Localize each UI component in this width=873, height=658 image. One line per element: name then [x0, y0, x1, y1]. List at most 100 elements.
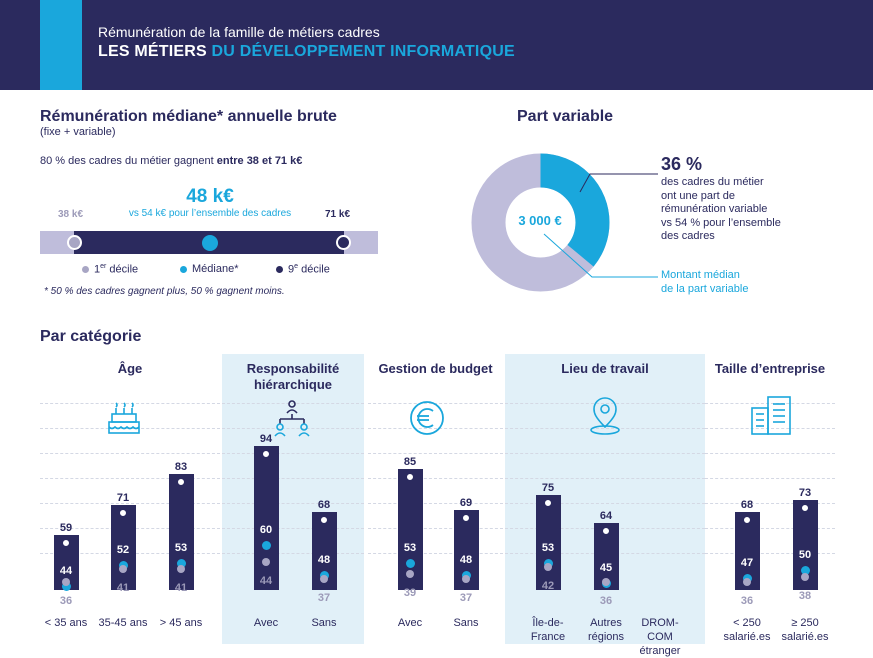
category-x-label-line: Île-de- [532, 617, 564, 629]
ninth-decile-marker [336, 235, 351, 250]
bar-high-dot [406, 473, 414, 482]
legend-d9-text: décile [298, 263, 330, 276]
bar-high-label: 69 [459, 496, 473, 509]
grid-line [222, 553, 364, 554]
category-x-label-line: ≥ 250 [791, 617, 819, 629]
category-x-label: DROM-COM étranger [630, 616, 690, 658]
leader-percent [579, 173, 658, 193]
category-bar [111, 504, 136, 590]
legend-first-decile: 1er décile [82, 263, 138, 276]
bar-median-label: 44 [59, 564, 73, 577]
bar-high-label: 68 [317, 499, 331, 512]
grid-line [505, 453, 705, 454]
legend-ninth-decile: 9e décile [276, 263, 330, 276]
grid-line [222, 528, 364, 529]
header-accent [40, 0, 82, 90]
bar-low-dot [406, 570, 414, 579]
category-x-label-line: DROM-COM [641, 617, 679, 643]
bar-median-label: 52 [116, 544, 130, 557]
bar-low-dot [602, 578, 610, 586]
bar-low-dot [544, 562, 552, 571]
grid-line [40, 503, 220, 504]
footnote: * 50 % des cadres gagnent plus, 50 % gag… [44, 286, 285, 297]
variable-description: des cadres du métier ont une part de rém… [661, 176, 781, 244]
category-x-label-line: > 45 ans [159, 617, 203, 629]
grid-line [505, 403, 705, 404]
category-x-label: > 45 ans [151, 616, 211, 630]
category-x-label-line: Sans [311, 617, 337, 629]
bar-high-label: 94 [259, 433, 273, 446]
donut-center-value: 3 000 € [518, 213, 562, 228]
grid-line [222, 478, 364, 479]
remuneration-subtitle: (fixe + variable) [40, 126, 116, 138]
grid-line [40, 453, 220, 454]
category-x-label-line: salarié.es [723, 631, 771, 643]
category-x-label-line: Autres [590, 617, 622, 629]
group-title-responsabilite: Responsabilité hiérarchique [222, 361, 364, 393]
grid-line [222, 403, 364, 404]
bar-high-label: 73 [798, 486, 812, 499]
grid-line [705, 403, 835, 404]
legend-dot-navy [276, 266, 283, 274]
category-x-label-line: 35-45 ans [98, 617, 148, 629]
high-value: 71 k€ [325, 209, 351, 220]
median-variable-label: Montant médian de la part variable [661, 268, 748, 296]
bar-high-label: 75 [541, 481, 555, 494]
legend-d1-text: décile [106, 263, 139, 276]
group-title-age: Âge [117, 361, 143, 376]
first-decile-marker [67, 235, 82, 250]
category-x-label: Avec [380, 616, 440, 630]
bar-low-dot [801, 572, 809, 581]
grid-line [368, 553, 503, 554]
hierarchy-icon [274, 400, 310, 437]
desc-line-4: vs 54 % pour l’ensemble [661, 216, 781, 229]
category-x-label-line: France [530, 631, 566, 643]
part-variable-title: Part variable [517, 108, 614, 125]
bar-median-dot [801, 566, 810, 576]
leader-median [543, 233, 658, 278]
bar-high-label: 68 [740, 499, 754, 512]
desc-line-3: rémunération variable [661, 203, 768, 215]
bar-high-dot [62, 539, 70, 548]
bar-median-label: 50 [798, 549, 812, 562]
grid-line [368, 503, 503, 504]
bar-low-label: 39 [403, 587, 417, 600]
bar-low-dot [743, 578, 751, 586]
category-x-label-line: < 35 ans [44, 617, 88, 629]
bar-high-dot [801, 503, 809, 512]
grid-line [222, 453, 364, 454]
grid-line [505, 478, 705, 479]
category-x-label-line: Sans [453, 617, 479, 629]
grid-line [705, 428, 835, 429]
category-x-label-line: Avec [253, 617, 279, 629]
legend-d9-sup: e [294, 263, 299, 270]
remuneration-title: Rémunération médiane* annuelle brute [40, 108, 337, 125]
bar-high-dot [544, 498, 552, 507]
bar-high-dot [119, 508, 127, 517]
legend-med-text: Médiane* [192, 263, 239, 275]
category-bar [536, 494, 561, 590]
category-x-label-line: salarié.es [781, 631, 829, 643]
bar-median-dot [177, 558, 186, 568]
part-variable-leaders [543, 173, 658, 278]
band-responsabilite [222, 354, 364, 644]
category-x-label: ≥ 250 salarié.es [775, 616, 835, 644]
grid-line [705, 453, 835, 454]
grid-line [222, 503, 364, 504]
grid-line [505, 428, 705, 429]
bar-low-label: 37 [317, 592, 331, 605]
legend-median: Médiane* [180, 263, 238, 275]
part-variable-donut [471, 153, 610, 292]
salary-range-bar [40, 231, 378, 254]
grid-line [368, 528, 503, 529]
bar-low-label: 38 [798, 589, 812, 602]
header-title-part2: DU DÉVELOPPEMENT INFORMATIQUE [211, 43, 515, 60]
bar-median-dot [262, 540, 271, 550]
bar-median-dot [406, 558, 415, 568]
group-title-lieu: Lieu de travail [561, 361, 649, 376]
bar-low-dot [62, 578, 70, 586]
category-x-label: 35-45 ans [93, 616, 153, 630]
category-x-label: Île-de- France [518, 616, 578, 644]
category-x-label: < 35 ans [36, 616, 96, 630]
